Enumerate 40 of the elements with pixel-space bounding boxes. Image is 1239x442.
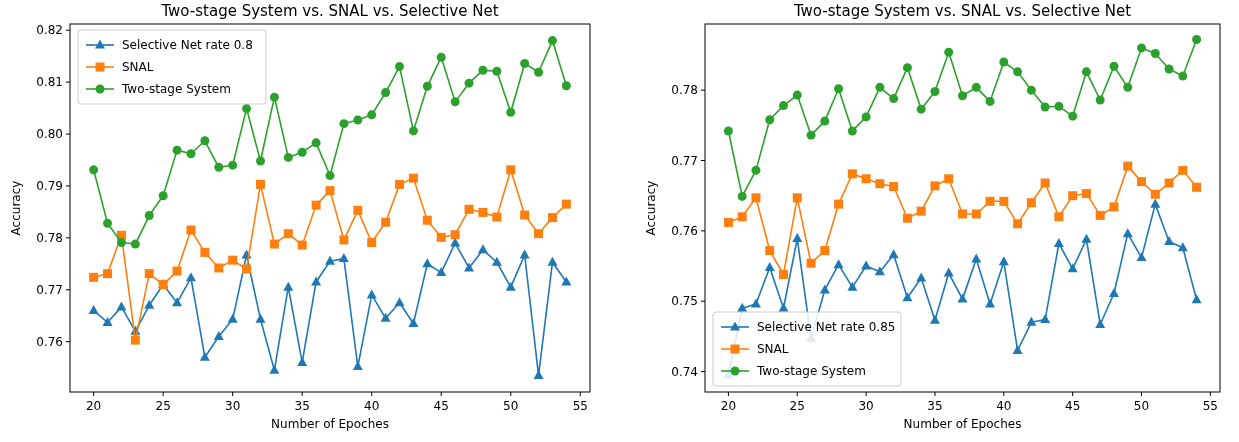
x-tick-label: 20 [86,399,102,413]
y-axis-title: Accuracy [9,180,23,236]
x-tick-label: 35 [927,399,943,413]
x-tick-label: 50 [503,399,519,413]
x-tick-label: 25 [155,399,171,413]
x-tick-label: 40 [364,399,380,413]
x-tick-label: 55 [572,399,588,413]
legend-label: SNAL [122,60,154,74]
legend-label: Two-stage System [756,364,866,378]
legend-label: SNAL [757,342,789,356]
x-tick-label: 20 [720,399,737,413]
y-tick-label: 0.79 [36,178,63,193]
y-axis-title: Accuracy [644,180,658,236]
y-tick-label: 0.77 [36,282,63,297]
y-tick-label: 0.76 [36,334,63,349]
x-tick-label: 55 [1202,399,1218,413]
x-tick-label: 30 [225,399,241,413]
x-tick-label: 50 [1133,399,1150,413]
x-tick-label: 45 [1065,399,1081,413]
y-tick-label: 0.76 [671,223,698,238]
y-tick-label: 0.75 [671,294,698,309]
legend-label: Selective Net rate 0.8 [122,38,253,52]
x-tick-label: 25 [789,399,805,413]
x-axis-title: Number of Epoches [903,417,1022,431]
y-tick-label: 0.80 [36,127,63,142]
x-tick-label: 35 [294,399,310,413]
x-tick-label: 30 [858,399,874,413]
y-tick-label: 0.78 [36,230,63,245]
y-tick-label: 0.81 [36,75,63,90]
y-tick-label: 0.77 [671,153,698,168]
y-tick-label: 0.74 [671,364,698,379]
chart-title: Two-stage System vs. SNAL vs. Selective Net [160,2,499,20]
legend-label: Selective Net rate 0.85 [757,320,896,334]
legend-label: Two-stage System [121,82,231,96]
x-tick-label: 40 [996,399,1012,413]
x-tick-label: 45 [433,399,449,413]
y-tick-label: 0.82 [36,23,63,38]
y-tick-label: 0.78 [671,83,698,98]
x-axis-title: Number of Epoches [271,417,389,431]
chart-title: Two-stage System vs. SNAL vs. Selective Net [792,2,1132,20]
